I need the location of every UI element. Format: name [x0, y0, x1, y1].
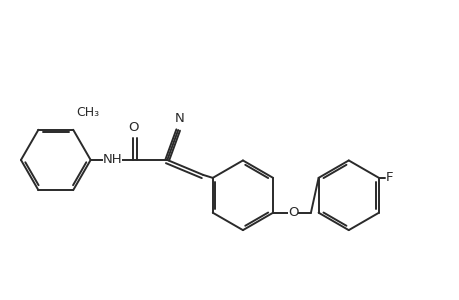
Text: O: O	[128, 121, 139, 134]
Text: N: N	[174, 112, 184, 125]
Text: F: F	[385, 171, 392, 184]
Text: CH₃: CH₃	[76, 106, 99, 119]
Text: NH: NH	[102, 154, 122, 166]
Text: O: O	[287, 206, 297, 219]
